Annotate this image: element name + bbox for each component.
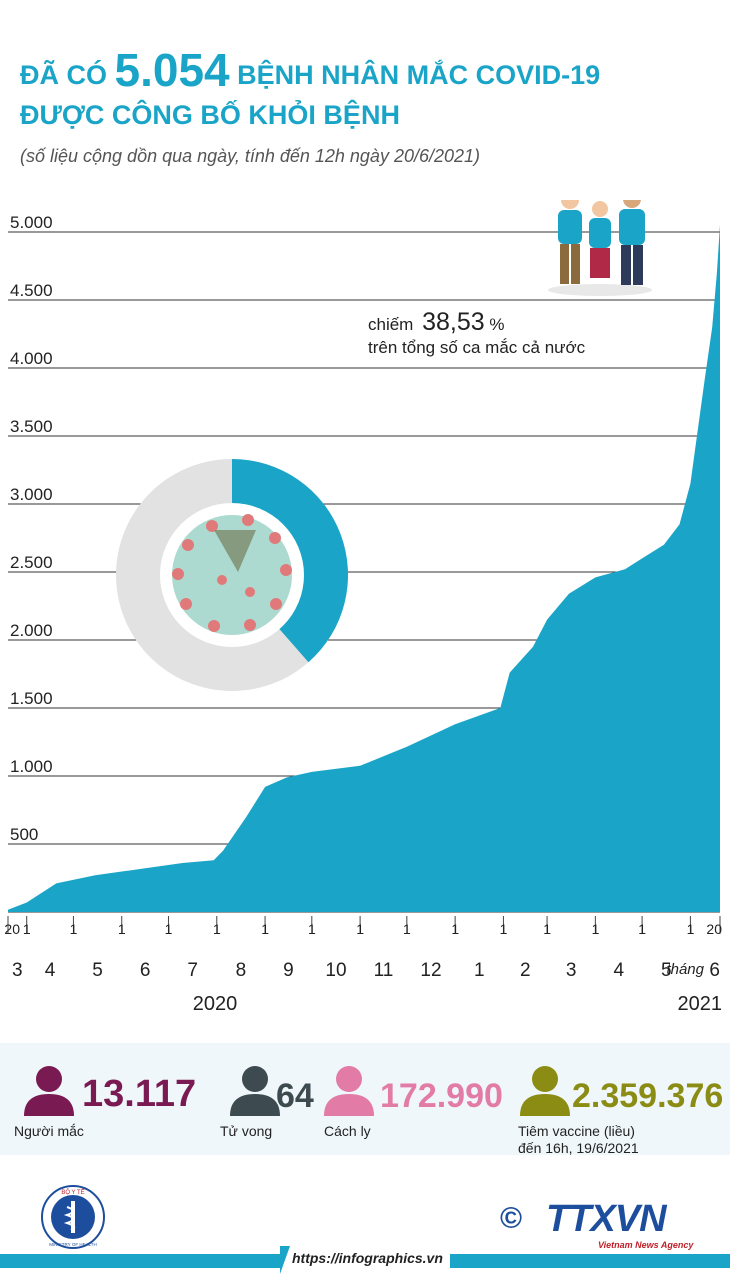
day-tick-label: 1 [638,921,646,937]
person-icon-infected [24,1066,74,1116]
day-tick-label: 1 [70,921,78,937]
day-tick-label: 1 [23,921,31,937]
y-tick-label: 4.000 [10,349,53,368]
year-label: 2021 [678,993,723,1015]
donut-annotation: chiếm 38,53 % trên tổng số ca mắc cả nướ… [368,308,586,357]
title-number: 5.054 [114,44,230,96]
day-tick-label: 1 [165,921,173,937]
day-tick-label: 1 [592,921,600,937]
stat-deaths-value: 64 [276,1077,314,1115]
person-man2-icon [619,200,645,285]
person-man-icon [558,200,582,284]
y-tick-label: 3.000 [10,485,53,504]
month-label: 4 [613,960,624,981]
month-label: 7 [187,960,198,981]
day-tick-label: 20 [706,921,722,937]
copyright-icon: © [500,1202,523,1235]
moh-top-text: BỘ Y TẾ [61,1189,84,1196]
day-tick-label: 1 [118,921,126,937]
y-tick-label: 2.500 [10,553,53,572]
month-label: 5 [661,960,672,981]
day-tick-label: 1 [403,921,411,937]
stat-quarantine-value: 172.990 [380,1077,503,1115]
day-tick-label: 1 [261,921,269,937]
y-tick-label: 1.000 [10,757,53,776]
day-tick-label: 1 [451,921,459,937]
title-block: ĐÃ CÓ 5.054 BỆNH NHÂN MẮC COVID-19 ĐƯỢC … [20,47,720,133]
people-illustration [548,200,652,296]
month-label: 3 [566,960,577,981]
month-label: 1 [474,960,485,981]
month-label: 9 [283,960,294,981]
day-tick-label: 1 [213,921,221,937]
y-tick-label: 2.000 [10,621,53,640]
month-label: 5 [92,960,103,981]
month-label: 6 [709,960,720,981]
stat-vaccine-label: Tiêm vaccine (liều) [518,1123,635,1139]
donut-percent-sign: % [489,315,504,334]
person-icon-deaths [230,1066,280,1116]
y-tick-label: 1.500 [10,689,53,708]
title-prefix: ĐÃ CÓ [20,60,107,90]
month-label: 4 [45,960,56,981]
y-tick-label: 500 [10,825,38,844]
person-icon-vaccine [520,1066,570,1116]
donut-percent: 38,53 [422,308,485,336]
stat-quarantine-label: Cách ly [324,1123,371,1139]
title-suffix: BỆNH NHÂN MẮC COVID-19 [237,60,601,90]
share-donut [116,459,349,691]
y-tick-labels: 5.000 4.500 4.000 3.500 3.000 2.500 2.000 1.500… [10,213,53,844]
month-label: 6 [140,960,151,981]
person-woman-icon [589,201,611,278]
svg-text:chiếm 38,53 %: chiếm 38,53 % [368,308,505,336]
donut-caption: trên tổng số ca mắc cả nước [368,338,586,357]
year-label: 2020 [193,993,238,1015]
year-labels: 2020 2021 [193,993,722,1015]
month-word-label: tháng [666,961,704,978]
title-line-1: ĐÃ CÓ 5.054 BỆNH NHÂN MẮC COVID-19 [20,47,720,97]
month-label: 8 [236,960,247,981]
stat-deaths-label: Tử vong [220,1123,273,1139]
day-tick-labels: 20 1 1 1 1 1 1 1 1 1 1 1 1 1 1 1 20 [4,916,722,937]
day-tick-label: 1 [500,921,508,937]
recovered-cumulative-chart: 5.000 4.500 4.000 3.500 3.000 2.500 2.000 1.500… [4,200,722,1015]
day-tick-label: 1 [356,921,364,937]
month-label: 2 [520,960,531,981]
y-tick-label: 5.000 [10,213,53,232]
month-label: 11 [374,960,394,981]
ttxvn-wordmark: TTXVN [546,1198,667,1240]
ministry-of-health-logo: BỘ Y TẾ MINISTRY OF HEALTH [41,1185,105,1249]
person-icon-quarantine [324,1066,374,1116]
stat-vaccine-date: đến 16h, 19/6/2021 [518,1140,639,1156]
cumulative-area-series [8,224,720,912]
donut-prefix: chiếm [368,315,413,334]
footer-bar [0,1246,730,1274]
month-label: 10 [325,960,346,981]
footer-url: https://infographics.vn [292,1250,443,1266]
y-tick-label: 4.500 [10,281,53,300]
stat-vaccine-value: 2.359.376 [572,1077,724,1115]
ttxvn-subtitle: Vietnam News Agency [598,1240,694,1250]
day-tick-label: 1 [687,921,695,937]
subtitle: (số liệu cộng dồn qua ngày, tính đến 12h… [20,146,481,166]
virus-icon [172,514,292,635]
stat-infected-value: 13.117 [82,1073,197,1115]
month-label: 12 [420,960,441,981]
day-tick-label: 20 [4,921,20,937]
y-tick-label: 3.500 [10,417,53,436]
stat-infected-label: Người mắc [14,1123,84,1139]
day-tick-label: 1 [308,921,316,937]
day-tick-label: 1 [543,921,551,937]
moh-bottom-text: MINISTRY OF HEALTH [49,1242,97,1247]
title-line-2: ĐƯỢC CÔNG BỐ KHỎI BỆNH [20,100,400,130]
month-label: 3 [12,960,23,981]
